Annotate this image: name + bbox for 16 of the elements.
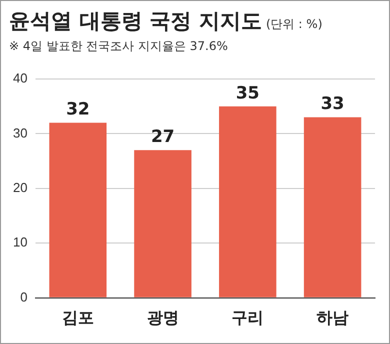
y-tick-label: 30 xyxy=(12,125,28,140)
y-tick-label: 0 xyxy=(20,289,28,304)
chart-subtitle: ※ 4일 발표한 전국조사 지지율은 37.6% xyxy=(9,38,229,55)
y-tick-label: 20 xyxy=(12,180,28,195)
data-label: 27 xyxy=(150,127,175,148)
chart-title: 윤석열 대통령 국정 지지도 xyxy=(9,9,262,33)
x-tick-label: 광명 xyxy=(146,310,179,327)
y-tick-label: 10 xyxy=(12,234,28,250)
data-label: 32 xyxy=(66,100,90,120)
x-tick-label: 구리 xyxy=(232,310,264,327)
data-label: 33 xyxy=(320,94,344,114)
y-tick-label: 40 xyxy=(12,70,28,86)
x-tick-label: 하남 xyxy=(316,310,349,327)
text: (단위 : %) xyxy=(266,17,322,31)
x-tick-label: 김포 xyxy=(62,310,94,327)
data-label: 35 xyxy=(236,83,260,104)
